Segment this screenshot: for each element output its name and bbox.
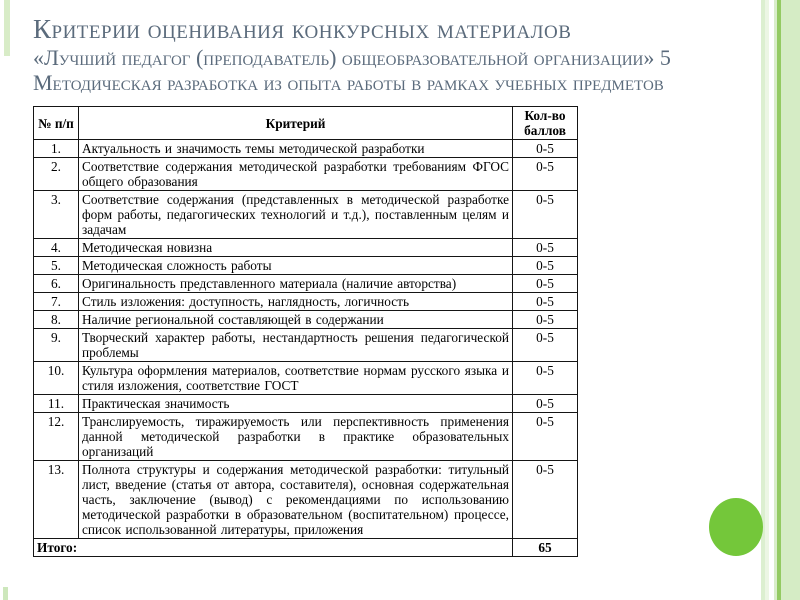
table-row: 11. Практическая значимость 0-5 [33, 394, 578, 413]
criterion-cell: Актуальность и значимость темы методичес… [78, 139, 513, 158]
title-line-2: «Лучший педагог (преподаватель) общеобра… [33, 45, 671, 70]
table-header-row: № п/п Критерий Кол-во баллов [33, 106, 578, 140]
table-row: 4. Методическая новизна 0-5 [33, 238, 578, 257]
accent-stripe-right-4 [777, 0, 781, 600]
table-row: 3. Соответствие содержания (представленны… [33, 190, 578, 239]
accent-stripe-right-1 [761, 0, 765, 600]
points-cell: 0-5 [512, 157, 578, 191]
criterion-cell: Стиль изложения: доступность, наглядност… [78, 292, 513, 311]
criterion-cell: Транслируемость, тиражируемость или перс… [78, 412, 513, 461]
row-number-cell: 5. [33, 256, 79, 275]
table-row: 5. Методическая сложность работы 0-5 [33, 256, 578, 275]
criterion-cell: Творческий характер работы, нестандартно… [78, 328, 513, 362]
accent-stripe-top-left [4, 0, 10, 56]
table-row: 12. Транслируемость, тиражируемость или п… [33, 412, 578, 461]
criterion-cell: Наличие региональной составляющей в соде… [78, 310, 513, 329]
criterion-cell: Культура оформления материалов, соответс… [78, 361, 513, 395]
row-number-cell: 2. [33, 157, 79, 191]
title-line-1: Критерии оценивания конкурсных материало… [33, 14, 572, 44]
total-row: Итого: 65 [33, 538, 578, 557]
criterion-cell: Полнота структуры и содержания методичес… [78, 460, 513, 539]
points-cell: 0-5 [512, 190, 578, 239]
title-line-3: Методическая разработка из опыта работы … [33, 70, 664, 95]
criterion-cell: Оригинальность представленного материала… [78, 274, 513, 293]
table-row: 10. Культура оформления материалов, соотв… [33, 361, 578, 395]
total-label: Итого: [33, 538, 513, 557]
criterion-cell: Методическая сложность работы [78, 256, 513, 275]
criterion-cell: Практическая значимость [78, 394, 513, 413]
table-row: 8. Наличие региональной составляющей в со… [33, 310, 578, 329]
table-row: 2. Соответствие содержания методической р… [33, 157, 578, 191]
row-number-cell: 1. [33, 139, 79, 158]
criterion-cell: Методическая новизна [78, 238, 513, 257]
accent-stripe-right-2 [765, 0, 769, 600]
points-cell: 0-5 [512, 310, 578, 329]
row-number-cell: 12. [33, 412, 79, 461]
table-row: 6. Оригинальность представленного материа… [33, 274, 578, 293]
accent-circle [709, 498, 763, 556]
points-cell: 0-5 [512, 460, 578, 539]
points-cell: 0-5 [512, 361, 578, 395]
header-num: № п/п [33, 106, 79, 140]
accent-stripe-bottom-left [3, 587, 8, 600]
points-cell: 0-5 [512, 274, 578, 293]
accent-stripe-right-3 [774, 0, 777, 600]
row-number-cell: 9. [33, 328, 79, 362]
total-value: 65 [512, 538, 578, 557]
table-row: 1. Актуальность и значимость темы методич… [33, 139, 578, 158]
criterion-cell: Соответствие содержания (представленных … [78, 190, 513, 239]
table-row: 9. Творческий характер работы, нестандарт… [33, 328, 578, 362]
row-number-cell: 7. [33, 292, 79, 311]
accent-stripe-right-5 [781, 0, 800, 600]
row-number-cell: 4. [33, 238, 79, 257]
row-number-cell: 6. [33, 274, 79, 293]
points-cell: 0-5 [512, 412, 578, 461]
row-number-cell: 8. [33, 310, 79, 329]
row-number-cell: 3. [33, 190, 79, 239]
row-number-cell: 10. [33, 361, 79, 395]
points-cell: 0-5 [512, 139, 578, 158]
points-cell: 0-5 [512, 328, 578, 362]
header-points: Кол-во баллов [512, 106, 578, 140]
table-row: 7. Стиль изложения: доступность, наглядно… [33, 292, 578, 311]
criteria-table-body: 1. Актуальность и значимость темы методич… [33, 139, 578, 539]
table-row: 13. Полнота структуры и содержания методи… [33, 460, 578, 539]
row-number-cell: 13. [33, 460, 79, 539]
criteria-table: № п/п Критерий Кол-во баллов 1. Актуально… [33, 106, 578, 557]
row-number-cell: 11. [33, 394, 79, 413]
points-cell: 0-5 [512, 394, 578, 413]
points-cell: 0-5 [512, 256, 578, 275]
header-criterion: Критерий [78, 106, 513, 140]
points-cell: 0-5 [512, 292, 578, 311]
slide-title: Критерии оценивания конкурсных материало… [33, 14, 733, 95]
points-cell: 0-5 [512, 238, 578, 257]
criterion-cell: Соответствие содержания методической раз… [78, 157, 513, 191]
